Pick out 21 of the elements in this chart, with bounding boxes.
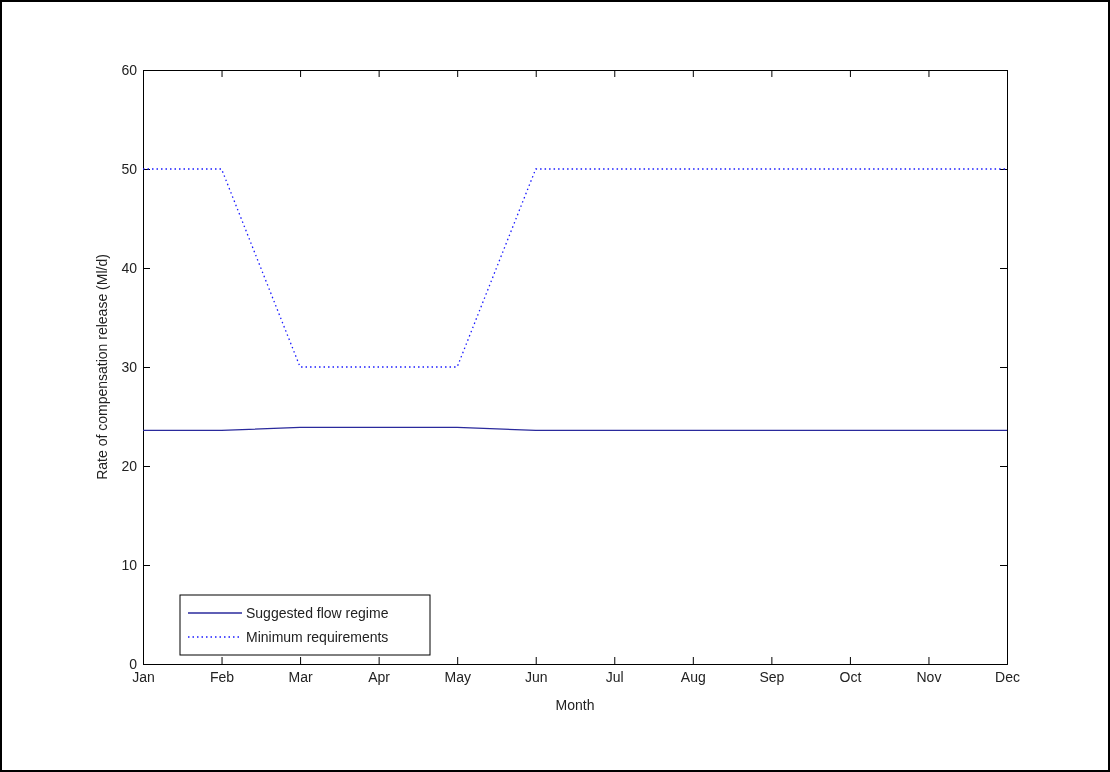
x-tick-label: Jul	[605, 668, 624, 685]
x-tick-label: Apr	[368, 668, 391, 685]
y-axis-title: Rate of compensation release (Ml/d)	[94, 254, 110, 480]
x-tick-label: Feb	[209, 668, 235, 685]
x-tick-label: Aug	[680, 668, 706, 685]
x-tick-label: Nov	[916, 668, 942, 685]
y-tick-label: 50	[121, 160, 138, 177]
x-tick-label: Mar	[288, 668, 313, 685]
legend-label: Suggested flow regime	[246, 605, 389, 621]
y-tick-label: 60	[121, 61, 138, 78]
x-tick-label: May	[444, 668, 471, 685]
x-axis-title: Month	[555, 697, 595, 713]
y-tick-label: 40	[121, 259, 138, 276]
y-tick-label: 10	[121, 556, 138, 573]
y-tick-label: 20	[121, 457, 138, 474]
x-tick-label: Jun	[524, 668, 548, 685]
y-tick-label: 30	[121, 358, 138, 375]
x-tick-label: Dec	[995, 668, 1020, 685]
legend-label: Minimum requirements	[246, 629, 389, 645]
x-tick-label: Sep	[759, 668, 785, 685]
x-tick-label: Oct	[839, 668, 862, 685]
